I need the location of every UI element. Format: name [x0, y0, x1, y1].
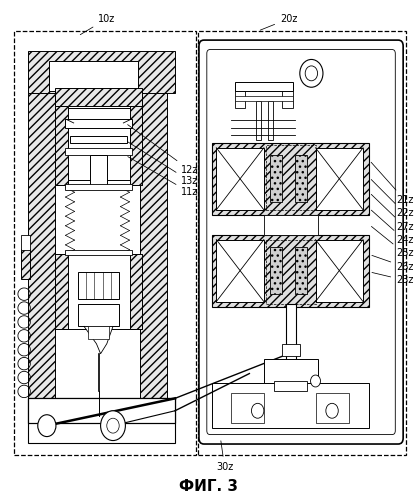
Bar — [140, 93, 167, 398]
Bar — [129, 254, 142, 329]
Bar — [14, 31, 196, 456]
Text: 30z: 30z — [216, 441, 233, 472]
Circle shape — [310, 375, 321, 387]
Bar — [28, 93, 55, 398]
Bar — [274, 381, 307, 391]
Bar — [28, 398, 175, 423]
Text: 27z: 27z — [371, 195, 414, 232]
Bar — [212, 143, 369, 215]
Bar — [282, 86, 293, 108]
Bar — [216, 148, 264, 210]
Bar — [21, 235, 30, 250]
Bar — [78, 272, 119, 299]
Bar — [28, 398, 175, 443]
Bar — [198, 31, 406, 456]
Bar — [316, 148, 363, 210]
Bar — [268, 101, 273, 140]
Bar — [67, 108, 129, 180]
Bar — [235, 96, 293, 101]
FancyBboxPatch shape — [199, 40, 403, 444]
Bar — [264, 359, 318, 383]
Bar — [212, 383, 369, 428]
Bar — [65, 184, 132, 190]
Bar — [70, 136, 127, 143]
Bar — [78, 304, 119, 326]
Bar — [235, 86, 245, 108]
Bar — [286, 304, 296, 361]
Bar — [316, 393, 349, 423]
Bar — [55, 91, 142, 185]
Bar — [256, 101, 261, 140]
Bar — [295, 155, 307, 203]
Circle shape — [101, 411, 125, 441]
Bar — [49, 61, 138, 91]
Text: 12z: 12z — [128, 125, 199, 175]
Bar — [129, 106, 142, 185]
Text: 10z: 10z — [80, 14, 115, 35]
Text: 26z: 26z — [372, 255, 414, 272]
Bar — [235, 82, 293, 91]
Text: 22z: 22z — [371, 180, 414, 218]
FancyBboxPatch shape — [207, 49, 395, 435]
Bar — [55, 254, 67, 329]
Bar — [55, 88, 142, 106]
Text: 20z: 20z — [260, 14, 297, 30]
Bar — [65, 119, 132, 128]
Bar — [65, 250, 132, 255]
Circle shape — [107, 418, 119, 433]
Bar — [88, 326, 109, 339]
Bar — [28, 398, 175, 423]
Bar — [270, 247, 282, 294]
Bar — [216, 240, 264, 301]
Text: 25z: 25z — [371, 227, 414, 258]
Bar — [266, 240, 316, 304]
Text: 21z: 21z — [371, 162, 414, 205]
Bar — [212, 235, 369, 306]
Circle shape — [326, 403, 338, 418]
Text: 13z: 13z — [128, 142, 199, 186]
Bar — [264, 215, 318, 235]
Circle shape — [300, 59, 323, 87]
Circle shape — [38, 415, 56, 437]
Text: ФИГ. 3: ФИГ. 3 — [178, 479, 238, 494]
Polygon shape — [84, 326, 113, 354]
Bar — [316, 240, 363, 301]
Bar — [295, 247, 307, 294]
Text: 23z: 23z — [372, 272, 414, 285]
Bar — [65, 148, 132, 155]
Text: 24z: 24z — [371, 210, 414, 245]
Bar — [90, 155, 107, 185]
Circle shape — [305, 66, 318, 81]
Bar — [28, 51, 175, 93]
Bar — [266, 145, 316, 210]
Bar — [21, 250, 30, 279]
Bar — [55, 106, 67, 185]
Bar — [231, 393, 264, 423]
Bar — [270, 155, 282, 203]
Text: 11z: 11z — [128, 157, 199, 198]
Bar — [55, 254, 142, 329]
Circle shape — [251, 403, 264, 418]
Bar — [282, 344, 300, 356]
